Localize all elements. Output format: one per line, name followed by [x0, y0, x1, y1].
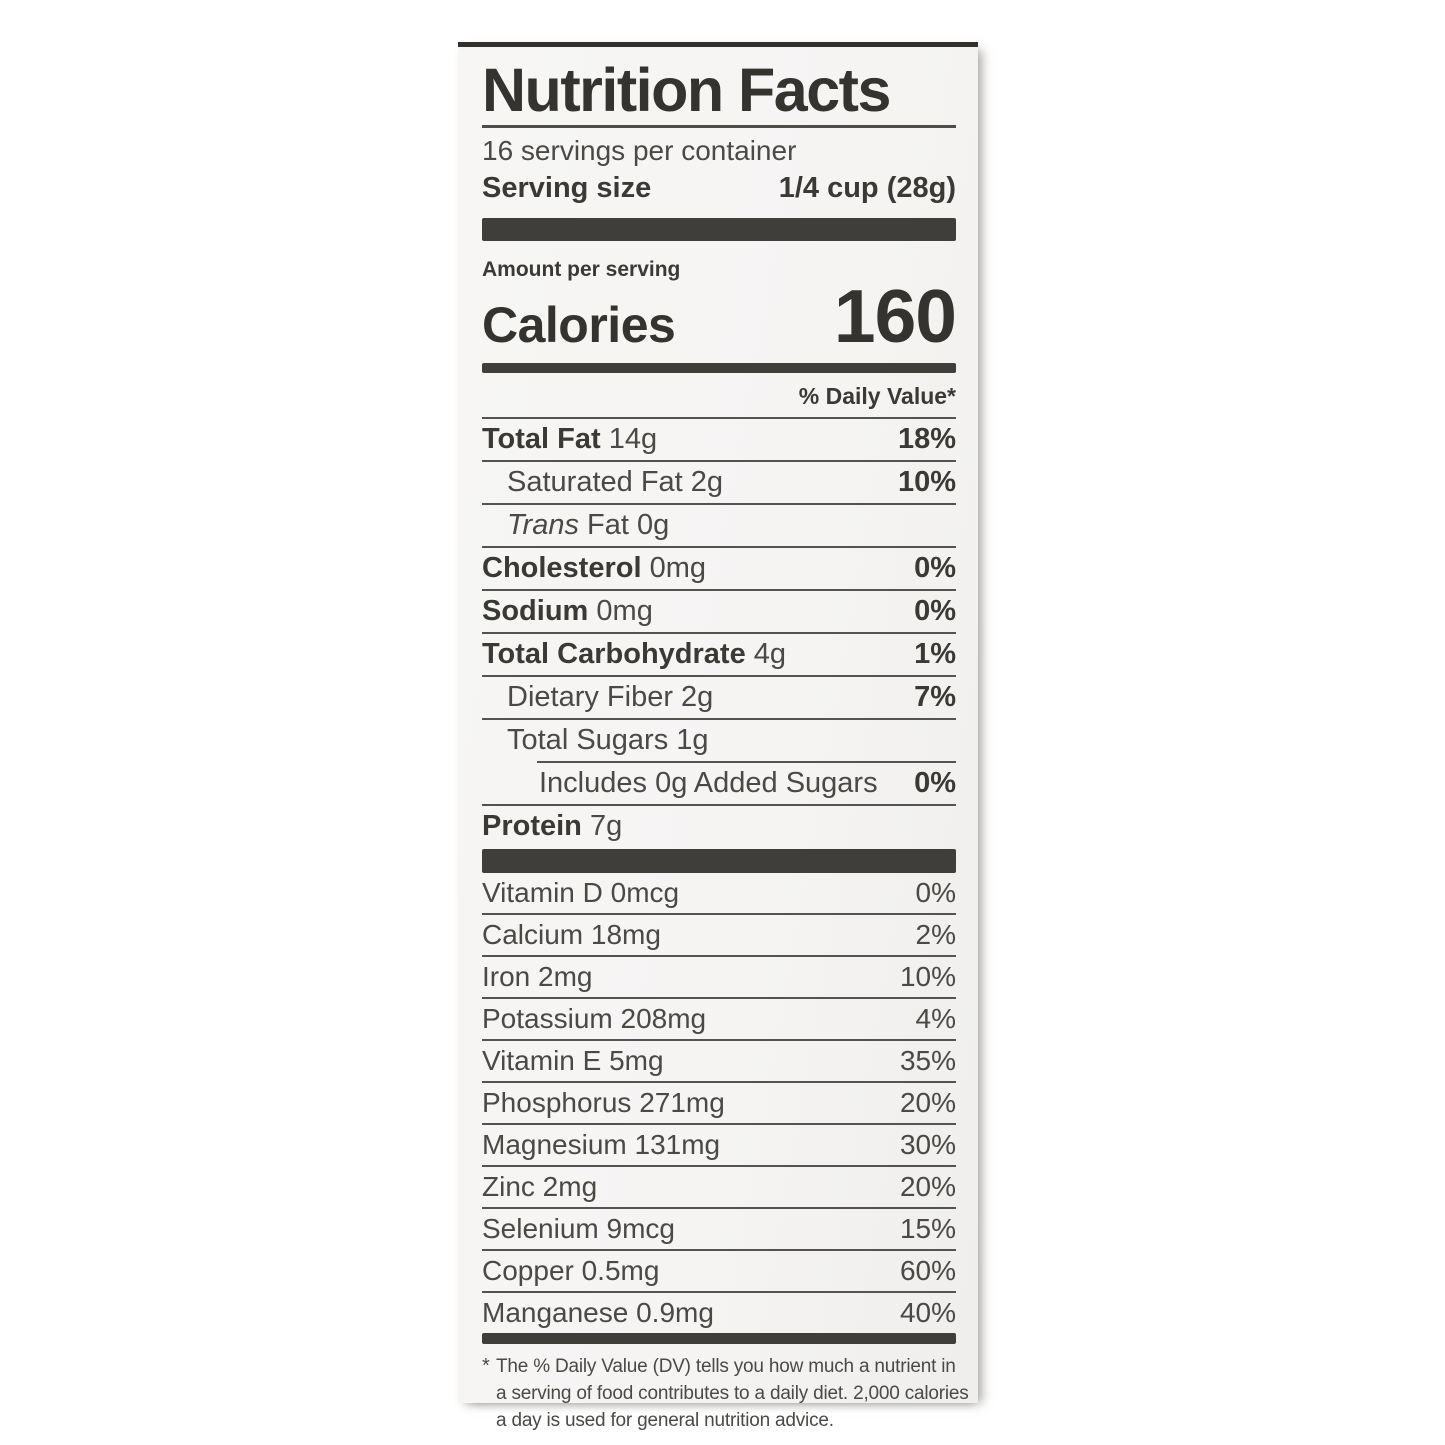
calories-value: 160	[833, 274, 957, 358]
vitamin-name: Iron 2mg	[482, 961, 593, 992]
medium-bar-calories	[482, 363, 956, 373]
vitamin-row-vitamin-d: Vitamin D 0mcg 0%	[482, 873, 956, 915]
vitamin-dv: 10%	[899, 961, 956, 992]
nutrient-name: Saturated Fat 2g	[507, 466, 724, 498]
nutrient-name: Dietary Fiber 2g	[507, 681, 714, 713]
title-rule	[482, 125, 956, 128]
thin-bar-footnote	[482, 1333, 956, 1344]
nutrient-dv: 10%	[897, 466, 956, 498]
footnote-line: a day is used for general nutrition advi…	[496, 1410, 834, 1431]
nutrient-dv: 0%	[914, 767, 956, 799]
servings-per-container: 16 servings per container	[482, 135, 797, 166]
nutrient-name: Includes 0g Added Sugars	[539, 767, 878, 799]
nutrient-name: Total Fat 14g	[482, 423, 658, 455]
vitamin-name: Calcium 18mg	[482, 919, 661, 950]
daily-value-footnote: * The % Daily Value (DV) tells you how m…	[482, 1344, 969, 1434]
nutrient-name: Protein 7g	[482, 810, 623, 842]
serving-size-row: Serving size 1/4 cup (28g)	[482, 169, 956, 207]
nutrient-row-total-fat: Total Fat 14g 18%	[482, 419, 956, 462]
nutrient-dv: 7%	[914, 681, 956, 713]
amount-per-serving-label: Amount per serving	[482, 258, 681, 281]
vitamin-dv: 4%	[915, 1003, 956, 1034]
vitamin-dv: 20%	[899, 1087, 956, 1118]
vitamin-row-iron: Iron 2mg 10%	[482, 957, 956, 999]
vitamin-name: Phosphorus 271mg	[482, 1087, 725, 1118]
daily-value-header: % Daily Value*	[482, 373, 956, 419]
vitamin-name: Potassium 208mg	[482, 1003, 707, 1034]
vitamin-row-potassium: Potassium 208mg 4%	[482, 999, 956, 1041]
vitamin-row-manganese: Manganese 0.9mg 40%	[482, 1293, 956, 1333]
nutrient-dv: 18%	[897, 423, 956, 455]
vitamin-row-magnesium: Magnesium 131mg 30%	[482, 1125, 956, 1167]
vitamin-name: Manganese 0.9mg	[482, 1297, 714, 1328]
nutrient-dv: 0%	[914, 552, 956, 584]
nutrient-row-total-sugars: Total Sugars 1g	[482, 720, 956, 761]
vitamin-row-zinc: Zinc 2mg 20%	[482, 1167, 956, 1209]
calories-label: Calories	[482, 297, 676, 353]
vitamin-name: Magnesium 131mg	[482, 1129, 721, 1160]
nutrient-row-cholesterol: Cholesterol 0mg 0%	[482, 548, 956, 591]
vitamin-dv: 30%	[899, 1129, 956, 1160]
calories-row: Calories 160	[482, 274, 957, 358]
nutrient-name: Trans Fat 0g	[507, 509, 670, 541]
serving-size-value: 1/4 cup (28g)	[778, 172, 956, 204]
nutrient-row-added-sugars: Includes 0g Added Sugars 0%	[482, 763, 956, 806]
vitamin-dv: 20%	[899, 1171, 956, 1202]
thick-bar-top	[482, 218, 956, 241]
vitamin-name: Zinc 2mg	[482, 1171, 598, 1202]
vitamin-row-calcium: Calcium 18mg 2%	[482, 915, 956, 957]
nutrient-row-sodium: Sodium 0mg 0%	[482, 591, 956, 634]
nutrient-row-dietary-fiber: Dietary Fiber 2g 7%	[482, 677, 956, 720]
nutrient-name: Cholesterol 0mg	[482, 552, 707, 584]
serving-size-label: Serving size	[482, 172, 652, 204]
nutrient-dv: 1%	[914, 638, 956, 670]
vitamin-row-vitamin-e: Vitamin E 5mg 35%	[482, 1041, 956, 1083]
vitamin-row-selenium: Selenium 9mcg 15%	[482, 1209, 956, 1251]
label-title: Nutrition Facts	[482, 56, 891, 124]
nutrition-facts-label: Nutrition Facts 16 servings per containe…	[458, 42, 978, 1431]
inset-rule-total-sugars	[537, 761, 956, 763]
vitamin-name: Copper 0.5mg	[482, 1255, 660, 1286]
thick-bar-protein	[482, 849, 956, 873]
footnote-asterisk: *	[482, 1355, 490, 1377]
vitamin-dv: 0%	[915, 877, 956, 908]
nutrient-row-protein: Protein 7g	[482, 806, 956, 847]
vitamin-row-copper: Copper 0.5mg 60%	[482, 1251, 956, 1293]
vitamin-row-phosphorus: Phosphorus 271mg 20%	[482, 1083, 956, 1125]
footnote-line: a serving of food contributes to a daily…	[496, 1383, 969, 1404]
footnote-text: The % Daily Value (DV) tells you how muc…	[496, 1353, 969, 1434]
nutrient-row-trans-fat: Trans Fat 0g	[482, 505, 956, 548]
vitamin-dv: 35%	[899, 1045, 956, 1076]
vitamin-dv: 40%	[899, 1297, 956, 1328]
vitamin-dv: 15%	[899, 1213, 956, 1244]
nutrient-name: Sodium 0mg	[482, 595, 653, 627]
vitamin-dv: 60%	[899, 1255, 956, 1286]
vitamin-name: Vitamin D 0mcg	[482, 877, 680, 908]
vitamin-name: Vitamin E 5mg	[482, 1045, 664, 1076]
vitamin-name: Selenium 9mcg	[482, 1213, 675, 1244]
nutrient-row-total-carbohydrate: Total Carbohydrate 4g 1%	[482, 634, 956, 677]
footnote-line: The % Daily Value (DV) tells you how muc…	[496, 1356, 956, 1377]
nutrient-name: Total Sugars 1g	[507, 724, 709, 756]
nutrient-dv: 0%	[914, 595, 956, 627]
vitamin-dv: 2%	[915, 919, 956, 950]
nutrient-name: Total Carbohydrate 4g	[482, 638, 787, 670]
nutrient-row-saturated-fat: Saturated Fat 2g 10%	[482, 462, 956, 505]
